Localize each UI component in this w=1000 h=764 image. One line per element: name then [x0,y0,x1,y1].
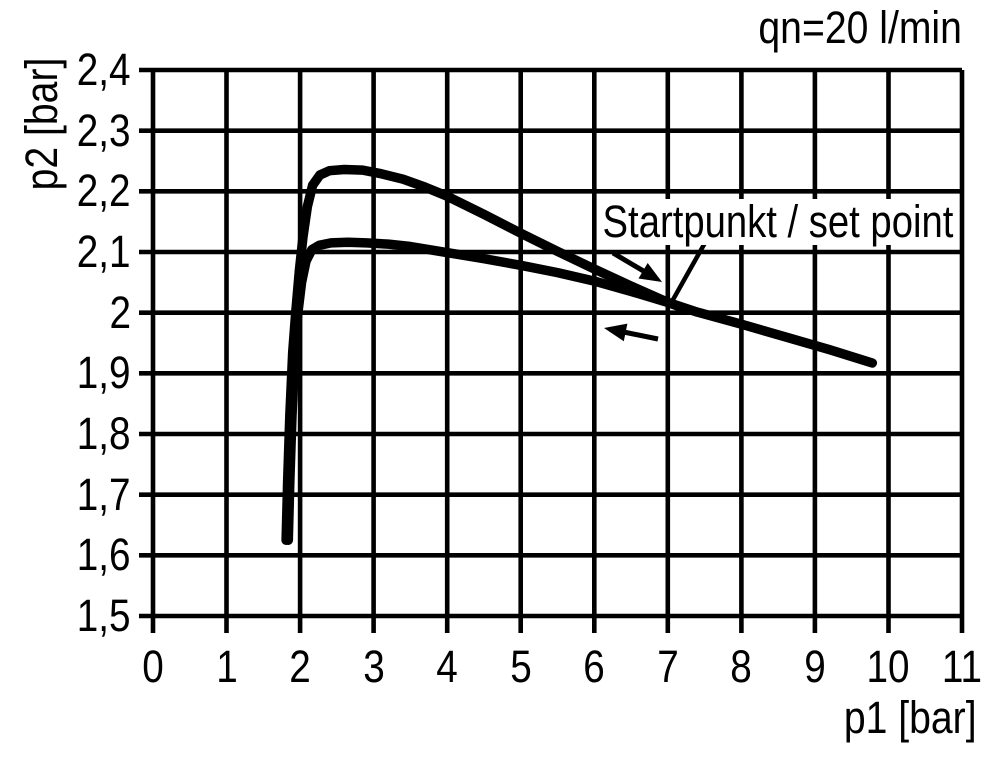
y-tick-label: 2,3 [77,105,131,156]
annotation-leader-line [668,239,708,307]
x-tick-label: 5 [510,641,532,692]
y-tick-label: 2,4 [77,44,131,95]
y-tick-label: 1,9 [77,347,131,398]
x-axis-label: p1 [bar] [844,692,977,743]
x-tick-label: 9 [804,641,826,692]
arrow-right-shaft [611,250,647,274]
set-point-annotation: Startpunkt / set point [600,199,956,245]
x-tick-label: 3 [363,641,385,692]
y-axis-label: p2 [bar] [16,57,67,191]
x-tick-label: 11 [941,641,983,692]
direction-arrow-left [604,323,659,342]
y-tick-label: 1,6 [77,529,131,580]
arrow-left-head [604,323,628,342]
x-tick-label: 0 [142,641,164,692]
x-tick-label: 4 [436,641,458,692]
y-tick-label: 1,5 [77,590,131,641]
x-tick-label: 1 [216,641,238,692]
y-tick-label: 2 [109,287,131,338]
arrow-left-shaft [623,329,659,342]
x-tick-label: 8 [730,641,752,692]
x-tick-label: 2 [289,641,311,692]
x-tick-label: 10 [866,641,910,692]
y-tick-label: 2,2 [77,165,131,216]
arrow-right-head [638,263,662,282]
y-tick-label: 2,1 [77,226,131,277]
grid-lines [139,67,965,633]
flow-rate-label: qn=20 l/min [758,2,962,53]
y-tick-label: 1,8 [77,408,131,459]
x-tick-label: 7 [657,641,679,692]
y-tick-label: 1,7 [77,469,131,520]
x-tick-label: 6 [583,641,605,692]
curve-pressure-falling [283,237,878,545]
direction-arrow-right [611,250,662,282]
